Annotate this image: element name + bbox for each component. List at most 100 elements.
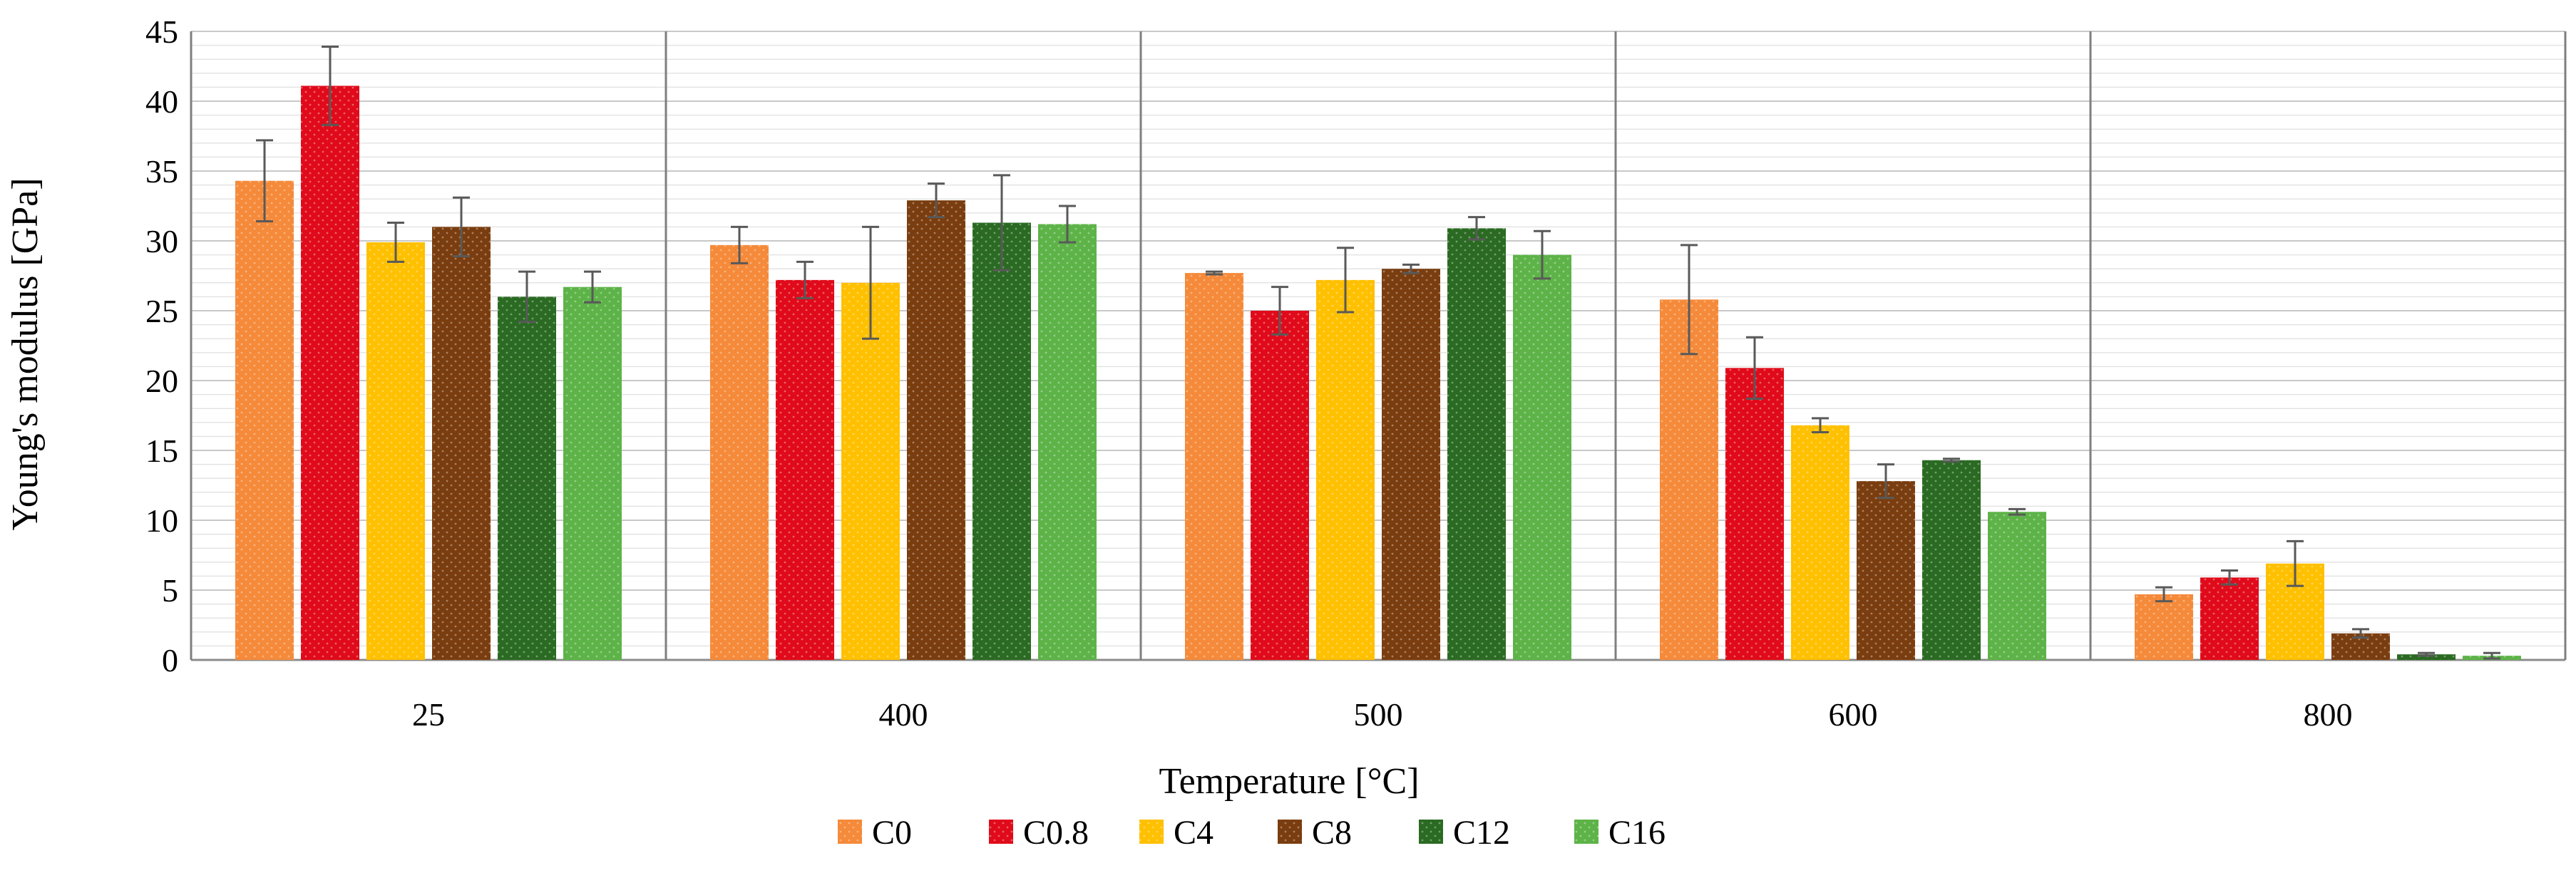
- error-bar-C12-800: [2418, 651, 2435, 657]
- bar-texture: [710, 244, 769, 660]
- legend-label: C16: [1608, 814, 1666, 852]
- bar-C0.8-25: [301, 86, 359, 660]
- legend-item-C0: C0: [838, 814, 912, 852]
- bar-texture: [776, 279, 834, 660]
- error-bar-C0.8-25: [322, 46, 339, 126]
- legend-label: C0.8: [1023, 814, 1089, 852]
- y-tick-label: 40: [145, 83, 178, 120]
- legend-swatch-texture: [1419, 820, 1443, 844]
- legend-swatch-texture: [838, 820, 862, 844]
- bar-texture: [2135, 594, 2193, 660]
- bar-C0.8-400: [776, 279, 834, 660]
- bar-texture: [1316, 279, 1375, 660]
- error-bar-C4-500: [1337, 247, 1354, 314]
- y-tick-label: 10: [145, 502, 178, 539]
- error-bar-C0-600: [1680, 244, 1698, 356]
- legend-item-C16: C16: [1574, 814, 1666, 852]
- error-bar-C0-25: [256, 139, 273, 223]
- error-bar-C8-500: [1402, 263, 1420, 274]
- y-tick-labels: 0 5 10 15 20 25 30 35 40 45: [145, 14, 178, 678]
- error-bar-C4-400: [862, 225, 879, 340]
- legend-label: C4: [1174, 814, 1213, 852]
- bar-texture: [1513, 254, 1571, 661]
- bar-C12-800: [2397, 654, 2456, 660]
- x-tick-label: 800: [2304, 696, 2353, 733]
- bar-C0-800: [2135, 594, 2193, 660]
- legend-item-C8: C8: [1278, 814, 1352, 852]
- bar-texture: [1447, 228, 1506, 660]
- bar-texture: [1725, 368, 1784, 660]
- bar-texture: [1857, 481, 1915, 660]
- error-bar-C8-600: [1877, 463, 1894, 500]
- error-bar-C0-800: [2155, 586, 2172, 603]
- error-bar-C0-400: [731, 225, 748, 264]
- x-tick-labels: 25 400 500 600 800: [412, 696, 2353, 733]
- bar-C12-600: [1922, 460, 1981, 660]
- bar-texture: [498, 296, 556, 660]
- bar-texture: [1382, 269, 1440, 660]
- bar-C4-500: [1316, 279, 1375, 660]
- bar-texture: [1791, 425, 1849, 660]
- bar-texture: [1038, 224, 1097, 661]
- bar-C8-400: [907, 200, 965, 660]
- error-bar-C16-800: [2483, 651, 2500, 660]
- y-tick-label: 35: [145, 153, 178, 190]
- bar-texture: [366, 242, 425, 661]
- error-bars: [256, 46, 2500, 660]
- legend: C0 C0.8 C4 C8 C12 C16: [838, 814, 1666, 852]
- bar-C0-400: [710, 244, 769, 660]
- bar-C8-600: [1857, 481, 1915, 660]
- legend-label: C8: [1312, 814, 1352, 852]
- bar-C4-600: [1791, 425, 1849, 660]
- error-bar-C4-600: [1812, 417, 1829, 434]
- error-bar-C12-25: [518, 270, 535, 324]
- legend-item-C12: C12: [1419, 814, 1510, 852]
- bar-C16-600: [1988, 512, 2046, 660]
- x-tick-label: 600: [1829, 696, 1878, 733]
- bar-C4-25: [366, 242, 425, 661]
- x-tick-label: 25: [412, 696, 445, 733]
- bar-texture: [907, 200, 965, 660]
- error-bar-C0.8-400: [796, 260, 814, 299]
- legend-swatch-texture: [1139, 820, 1164, 844]
- error-bar-C0.8-600: [1746, 336, 1763, 400]
- bar-texture: [1922, 460, 1981, 660]
- bar-C0.8-800: [2200, 577, 2259, 660]
- error-bar-C0.8-800: [2221, 569, 2238, 586]
- y-tick-label: 45: [145, 14, 178, 50]
- bar-texture: [2200, 577, 2259, 660]
- error-bar-C8-800: [2352, 628, 2369, 639]
- bar-C12-500: [1447, 228, 1506, 660]
- y-tick-label: 20: [145, 363, 178, 399]
- y-tick-label: 5: [162, 572, 178, 609]
- y-tick-label: 15: [145, 433, 178, 469]
- bar-texture: [563, 286, 622, 660]
- bar-C16-500: [1513, 254, 1571, 661]
- bar-C0.8-500: [1251, 311, 1309, 660]
- bar-texture: [432, 227, 491, 660]
- x-axis-title: Temperature [°C]: [1159, 761, 1419, 802]
- bars: [235, 86, 2521, 661]
- error-bar-C16-25: [584, 270, 601, 304]
- error-bar-C16-400: [1059, 205, 1076, 244]
- error-bar-C16-600: [2008, 507, 2026, 516]
- x-tick-label: 400: [879, 696, 928, 733]
- y-tick-label: 0: [162, 642, 178, 678]
- legend-label: C12: [1453, 814, 1510, 852]
- x-tick-label: 500: [1354, 696, 1403, 733]
- legend-swatch-texture: [989, 820, 1013, 844]
- bar-texture: [2397, 654, 2456, 660]
- bar-texture: [1185, 273, 1243, 661]
- bar-C16-400: [1038, 224, 1097, 661]
- error-bar-C4-800: [2287, 539, 2304, 587]
- bar-texture: [1251, 311, 1309, 660]
- bar-texture: [973, 222, 1031, 660]
- bar-texture: [841, 282, 900, 660]
- legend-swatch-texture: [1278, 820, 1302, 844]
- bar-texture: [301, 86, 359, 660]
- legend-item-C0.8: C0.8: [989, 814, 1089, 852]
- bar-C0-25: [235, 180, 294, 661]
- error-bar-C0.8-500: [1271, 286, 1288, 336]
- legend-swatch-texture: [1574, 820, 1599, 844]
